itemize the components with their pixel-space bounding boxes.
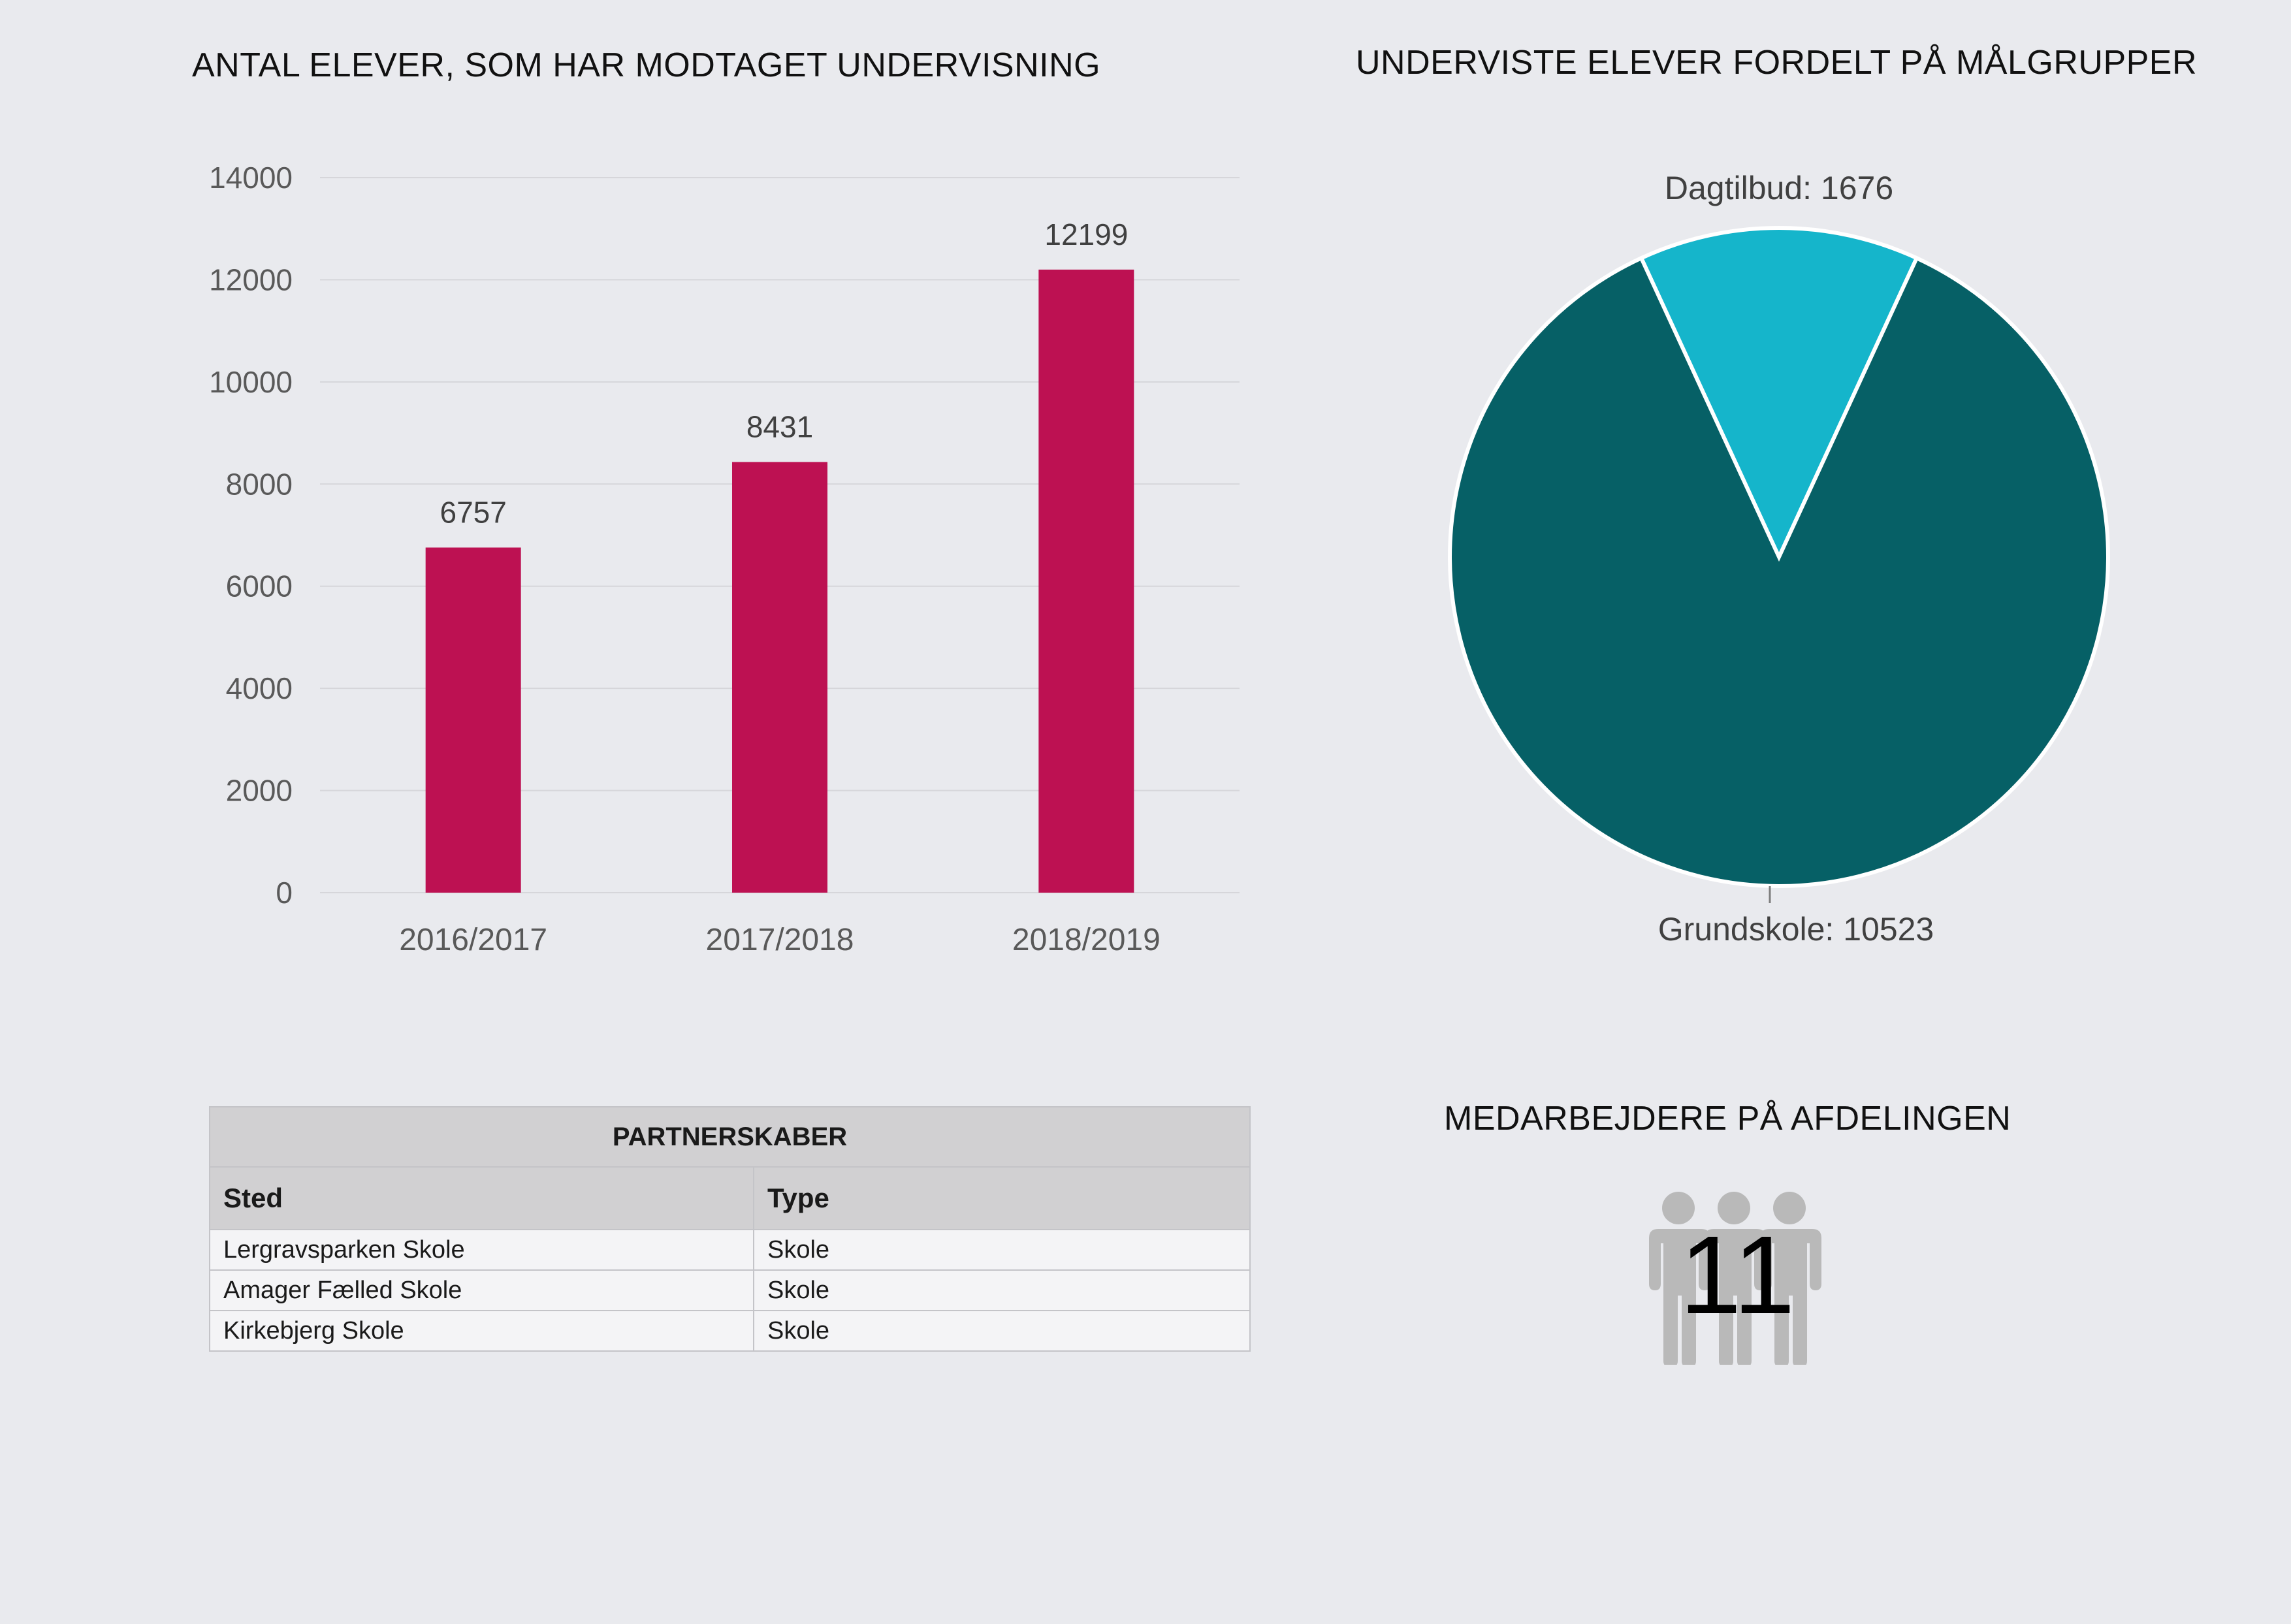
bar-chart: 0 2000 4000 6000 8000 10000 12000 14000 6757 843…: [209, 161, 1240, 957]
table-caption: PARTNERSKABER: [209, 1106, 1251, 1168]
x-tick-label: 2017/2018: [706, 923, 854, 957]
table-cell-sted: Kirkebjerg Skole: [209, 1310, 754, 1352]
table-cell-type: Skole: [753, 1229, 1251, 1271]
table-cell-sted: Lergravsparken Skole: [209, 1229, 754, 1271]
partnerships-table: PARTNERSKABER Sted Type Lergravsparken S…: [209, 1106, 1251, 1352]
data-label: 8431: [746, 410, 813, 444]
table-cell-type: Skole: [753, 1310, 1251, 1352]
pie-slice-grundskole: [1448, 255, 2110, 888]
bar: [732, 462, 827, 893]
table-row: Amager Fælled Skole Skole: [209, 1269, 1251, 1311]
pie-slice-dagtilbud: [1639, 226, 1919, 562]
staff-title: MEDARBEJDERE PÅ AFDELINGEN: [1444, 1100, 2011, 1138]
y-tick-label: 6000: [226, 569, 293, 603]
pie-chart-title: UNDERVISTE ELEVER FORDELT PÅ MÅLGRUPPER: [1356, 44, 2198, 82]
table-cell-type: Skole: [753, 1269, 1251, 1311]
column-header-type: Type: [753, 1166, 1251, 1230]
y-tick-label: 2000: [226, 774, 293, 808]
table-row: Lergravsparken Skole Skole: [209, 1229, 1251, 1271]
data-label: 6757: [440, 496, 506, 530]
column-header-sted: Sted: [209, 1166, 754, 1230]
bar-chart-title: ANTAL ELEVER, SOM HAR MODTAGET UNDERVISN…: [192, 46, 1101, 84]
bar: [1038, 269, 1134, 893]
y-tick-label: 8000: [226, 467, 293, 501]
people-group-icon: [1649, 1192, 1821, 1365]
x-tick-label: 2018/2019: [1012, 923, 1161, 957]
pie-label-grundskole: Grundskole: 10523: [1658, 911, 1934, 947]
y-tick-label: 10000: [209, 365, 293, 399]
y-tick-label: 12000: [209, 263, 293, 296]
y-tick-label: 0: [276, 876, 293, 910]
table-row: Kirkebjerg Skole Skole: [209, 1310, 1251, 1352]
y-tick-label: 4000: [226, 671, 293, 705]
x-tick-label: 2016/2017: [399, 923, 547, 957]
table-cell-sted: Amager Fælled Skole: [209, 1269, 754, 1311]
y-tick-label: 14000: [209, 161, 293, 195]
data-label: 12199: [1044, 217, 1128, 251]
staff-count: 11: [1680, 1213, 1795, 1337]
bar: [425, 547, 521, 893]
pie-label-dagtilbud: Dagtilbud: 1676: [1665, 170, 1893, 206]
